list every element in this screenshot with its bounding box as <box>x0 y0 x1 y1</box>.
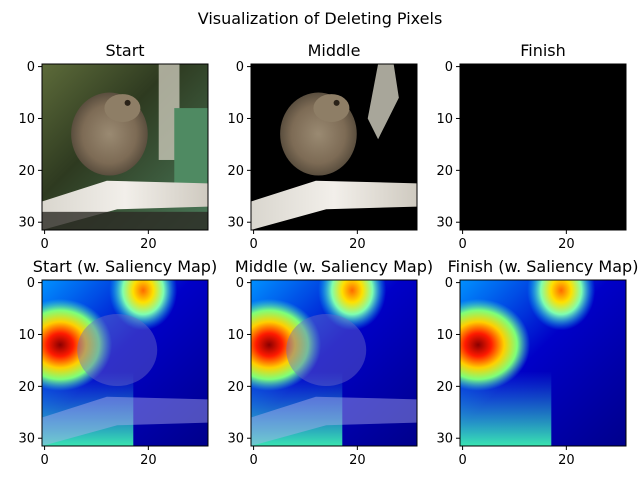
y-tick-label: 10 <box>436 112 453 127</box>
x-tick-label: 0 <box>458 237 466 252</box>
y-tick-label: 0 <box>445 60 453 75</box>
y-tick-label: 30 <box>436 216 453 231</box>
y-tick-label: 20 <box>18 164 35 179</box>
image-area <box>42 280 208 446</box>
y-tick-label: 10 <box>227 112 244 127</box>
image-area <box>251 280 417 446</box>
branch-overlay <box>42 396 208 446</box>
y-tick-label: 0 <box>236 60 244 75</box>
y-tick-label: 10 <box>436 328 453 343</box>
frog-eye <box>333 99 340 106</box>
subplot-title: Middle <box>308 41 361 60</box>
saliency-hotspot-1 <box>460 298 531 391</box>
x-tick-label: 20 <box>140 237 157 252</box>
branch-overlay <box>251 396 417 446</box>
x-tick-label: 0 <box>40 237 48 252</box>
saliency-hotspot-2 <box>109 280 178 331</box>
frog-overlay <box>77 314 158 387</box>
subplot-title: Finish (w. Saliency Map) <box>448 257 639 276</box>
x-tick-label: 20 <box>349 237 366 252</box>
y-tick-label: 0 <box>236 276 244 291</box>
y-tick-label: 30 <box>227 432 244 447</box>
subplot-3: Finish 0 10 20 30 0 20 <box>436 41 627 252</box>
subplot-1: Start 0 10 20 30 0 20 <box>18 41 209 252</box>
y-tick-label: 20 <box>436 380 453 395</box>
saliency-hotspot-2 <box>318 280 387 331</box>
y-tick-label: 10 <box>18 112 35 127</box>
saliency-hotspot-2 <box>527 280 596 331</box>
branch-vertical <box>367 64 399 140</box>
frog-head <box>313 94 350 123</box>
y-tick-label: 0 <box>27 60 35 75</box>
x-tick-label: 0 <box>40 453 48 468</box>
image-overlay <box>42 314 208 446</box>
frog-eye <box>124 99 131 106</box>
image-area <box>460 64 626 230</box>
y-tick-label: 30 <box>227 216 244 231</box>
y-tick-label: 20 <box>18 380 35 395</box>
y-tick-label: 30 <box>18 216 35 231</box>
x-tick-label: 0 <box>458 453 466 468</box>
y-tick-label: 20 <box>227 164 244 179</box>
y-tick-label: 30 <box>18 432 35 447</box>
branch <box>251 180 417 230</box>
image-overlay <box>251 314 417 446</box>
y-tick-label: 30 <box>436 432 453 447</box>
frog-overlay <box>286 314 367 387</box>
axes-frame <box>250 279 418 447</box>
image-area <box>251 64 417 230</box>
frog-head <box>104 94 141 123</box>
y-tick-label: 10 <box>18 328 35 343</box>
subplot-title: Middle (w. Saliency Map) <box>235 257 433 276</box>
photo-bottom-shadow <box>42 211 208 230</box>
image-area <box>42 64 208 230</box>
axes-frame <box>41 63 209 231</box>
subplot-2: Middle 0 10 20 30 0 20 <box>227 41 418 252</box>
y-tick-label: 10 <box>227 328 244 343</box>
axes-frame <box>459 279 627 447</box>
y-tick-label: 20 <box>436 164 453 179</box>
y-tick-label: 0 <box>445 276 453 291</box>
axes-frame <box>459 63 627 231</box>
saliency-hotspot-1 <box>42 298 113 391</box>
axes-frame <box>41 279 209 447</box>
deleted-background <box>460 64 626 230</box>
x-tick-label: 20 <box>140 453 157 468</box>
y-tick-label: 20 <box>227 380 244 395</box>
x-tick-label: 20 <box>558 453 575 468</box>
image-area <box>460 280 626 446</box>
x-tick-label: 20 <box>558 237 575 252</box>
subplot-title: Start <box>105 41 144 60</box>
subplot-title: Start (w. Saliency Map) <box>33 257 217 276</box>
leaf <box>174 108 208 184</box>
subplot-title: Finish <box>520 41 566 60</box>
y-tick-label: 0 <box>27 276 35 291</box>
x-tick-label: 0 <box>249 237 257 252</box>
figure-title: Visualization of Deleting Pixels <box>198 9 443 28</box>
x-tick-label: 0 <box>249 453 257 468</box>
x-tick-label: 20 <box>349 453 366 468</box>
axes-frame <box>250 63 418 231</box>
saliency-hotspot-1 <box>251 298 322 391</box>
